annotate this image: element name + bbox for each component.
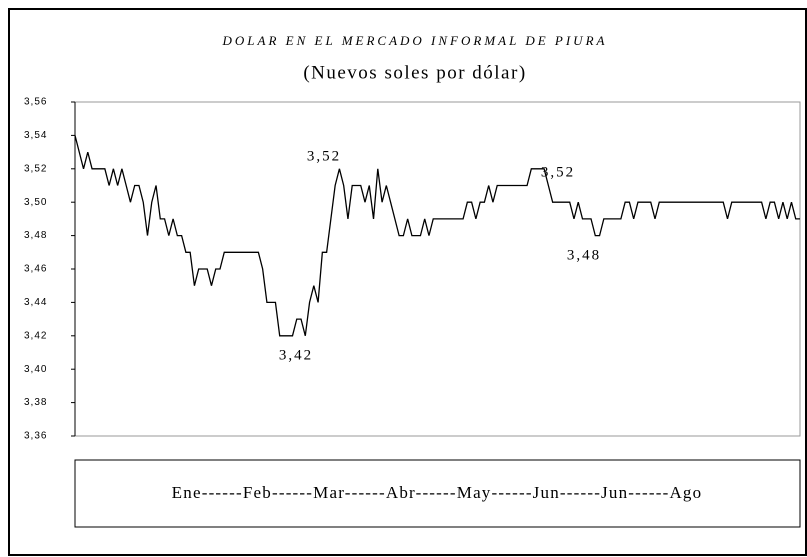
y-tick-label: 3,56: [24, 97, 47, 108]
y-tick-label: 3,46: [24, 264, 47, 275]
chart-subtitle: (Nuevos soles por dólar): [303, 62, 526, 83]
y-tick-label: 3,48: [24, 230, 47, 241]
annotation: 3,52: [307, 148, 341, 164]
y-tick-label: 3,36: [24, 431, 47, 442]
chart-title: DOLAR EN EL MERCADO INFORMAL DE PIURA: [222, 33, 608, 48]
y-tick-label: 3,44: [24, 297, 47, 308]
y-tick-label: 3,42: [24, 330, 47, 341]
annotation: 3,42: [279, 347, 313, 363]
y-tick-label: 3,40: [24, 364, 47, 375]
annotation: 3,48: [567, 247, 601, 263]
data-line: [74, 135, 800, 337]
y-tick-label: 3,52: [24, 163, 47, 174]
y-tick-label: 3,38: [24, 397, 47, 408]
annotation: 3,52: [541, 164, 575, 180]
y-tick-label: 3,54: [24, 130, 47, 141]
y-tick-label: 3,50: [24, 197, 47, 208]
x-label-box: [74, 459, 801, 528]
x-axis-label: Ene------Feb------Mar------Abr------May-…: [172, 483, 703, 502]
